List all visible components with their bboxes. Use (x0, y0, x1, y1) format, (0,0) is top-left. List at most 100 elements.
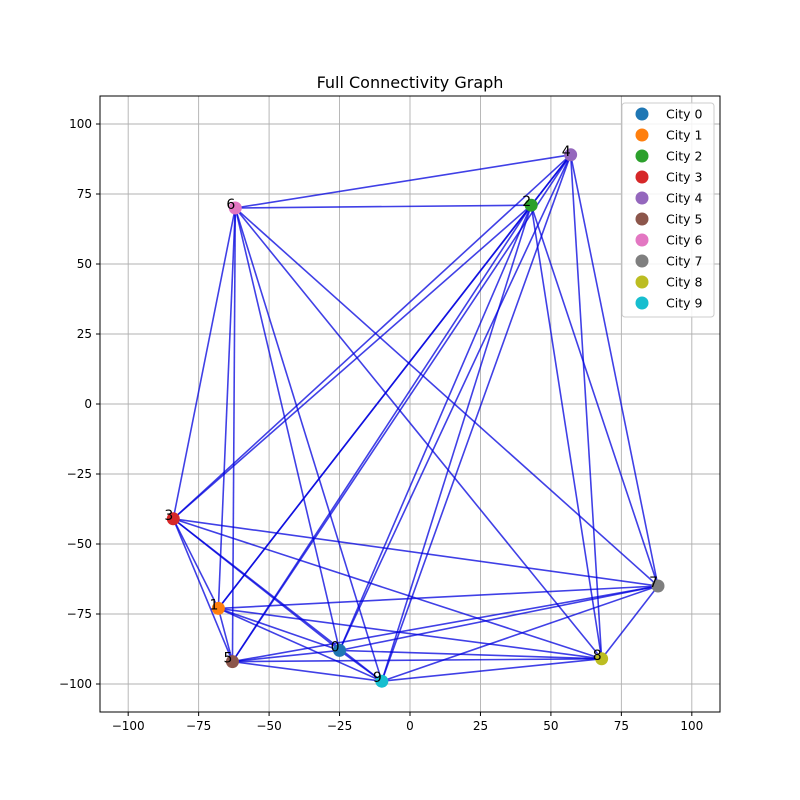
edge-0-6 (234, 207, 341, 651)
edge-1-7 (218, 585, 659, 610)
city-label-0: 0 (331, 639, 340, 655)
city-label-6: 6 (226, 197, 235, 213)
city-label-3: 3 (164, 508, 173, 524)
edge-2-4 (530, 154, 572, 206)
x-tick-label: −50 (256, 719, 281, 733)
edge-1-8 (218, 607, 602, 660)
y-tick-label: 50 (77, 257, 92, 271)
edge-2-8 (530, 205, 603, 659)
edge-6-7 (234, 207, 659, 587)
legend: City 0 City 1 City 2 City 3 City 4 City 5 City… (621, 102, 715, 318)
edge-7-9 (381, 585, 659, 682)
y-tick-label: −100 (59, 677, 92, 691)
legend-entry-8: City 8 (666, 275, 702, 290)
legend-entry-1: City 1 (666, 128, 702, 143)
city-point-3 (166, 512, 180, 526)
y-tick-label: −75 (67, 607, 92, 621)
city-point-1 (211, 601, 225, 615)
x-tick-label: 50 (543, 719, 558, 733)
legend-marker-8 (635, 275, 649, 289)
legend-marker-7 (635, 254, 649, 268)
graph-edges (172, 154, 659, 682)
y-tick-label: 100 (69, 117, 92, 131)
city-point-8 (595, 652, 609, 666)
edge-4-9 (381, 154, 572, 682)
legend-entry-9: City 9 (666, 296, 702, 311)
edge-0-7 (339, 585, 659, 652)
edge-3-9 (172, 518, 383, 682)
city-point-9 (375, 674, 389, 688)
legend-entry-6: City 6 (666, 233, 702, 248)
x-tick-label: 100 (680, 719, 703, 733)
legend-marker-6 (635, 233, 649, 247)
edge-6-8 (234, 207, 603, 660)
legend-marker-2 (635, 149, 649, 163)
legend-marker-3 (635, 170, 649, 184)
edge-2-7 (530, 204, 659, 587)
legend-marker-0 (635, 107, 649, 121)
legend-entry-3: City 3 (666, 170, 702, 185)
y-tick-label: −25 (67, 467, 92, 481)
legend-entry-0: City 0 (666, 107, 702, 122)
city-point-2 (524, 198, 538, 212)
city-point-7 (651, 579, 665, 593)
legend-marker-4 (635, 191, 649, 205)
x-tick-label: −100 (112, 719, 145, 733)
edge-8-9 (381, 658, 602, 682)
edge-0-2 (338, 204, 532, 651)
legend-marker-9 (635, 296, 649, 310)
city-labels: 0 1 2 3 4 5 6 7 8 9 (164, 144, 658, 686)
legend-entry-5: City 5 (666, 212, 702, 227)
axis-ticks: −100 −75 −50 −25 0 25 50 75 100−100−75−50−250255… (59, 117, 703, 733)
y-tick-label: 75 (77, 187, 92, 201)
city-label-7: 7 (649, 575, 658, 591)
edge-1-3 (172, 518, 220, 609)
city-label-2: 2 (522, 194, 531, 210)
edge-4-6 (235, 154, 571, 209)
edge-1-5 (217, 608, 234, 662)
edge-5-8 (232, 658, 602, 663)
legend-marker-1 (635, 128, 649, 142)
legend-entry-2: City 2 (666, 149, 702, 164)
edge-4-8 (569, 154, 603, 659)
x-tick-label: −75 (186, 719, 211, 733)
legend-entry-4: City 4 (666, 191, 702, 206)
edge-7-8 (601, 585, 659, 660)
edge-3-6 (172, 207, 237, 519)
edge-5-9 (232, 660, 382, 682)
city-label-8: 8 (593, 648, 602, 664)
y-tick-label: 0 (84, 397, 92, 411)
edge-0-1 (218, 607, 340, 652)
edge-2-6 (235, 204, 532, 209)
legend-entry-7: City 7 (666, 254, 702, 269)
x-tick-label: −25 (327, 719, 352, 733)
edge-4-5 (231, 154, 572, 663)
edge-0-8 (339, 649, 602, 660)
edge-5-6 (231, 207, 237, 662)
edge-3-5 (172, 518, 234, 662)
edge-0-5 (232, 649, 340, 663)
edge-6-9 (234, 207, 383, 682)
city-label-5: 5 (224, 651, 233, 667)
edge-1-6 (217, 207, 237, 609)
edge-3-4 (172, 154, 572, 520)
y-tick-label: −50 (67, 537, 92, 551)
edge-5-7 (232, 585, 659, 663)
edge-2-5 (231, 204, 532, 663)
edge-4-7 (569, 154, 659, 587)
city-label-9: 9 (373, 670, 382, 686)
x-tick-label: 25 (473, 719, 488, 733)
edge-3-7 (173, 518, 659, 587)
city-label-4: 4 (562, 144, 571, 160)
chart-title: Full Connectivity Graph (317, 73, 504, 92)
city-point-6 (228, 201, 242, 215)
city-point-4 (564, 148, 578, 162)
city-point-0 (333, 643, 347, 657)
x-tick-label: 0 (406, 719, 414, 733)
edge-3-8 (173, 518, 602, 660)
legend-marker-5 (635, 212, 649, 226)
city-label-1: 1 (209, 597, 218, 613)
edge-2-9 (381, 204, 532, 682)
city-point-5 (225, 655, 239, 669)
